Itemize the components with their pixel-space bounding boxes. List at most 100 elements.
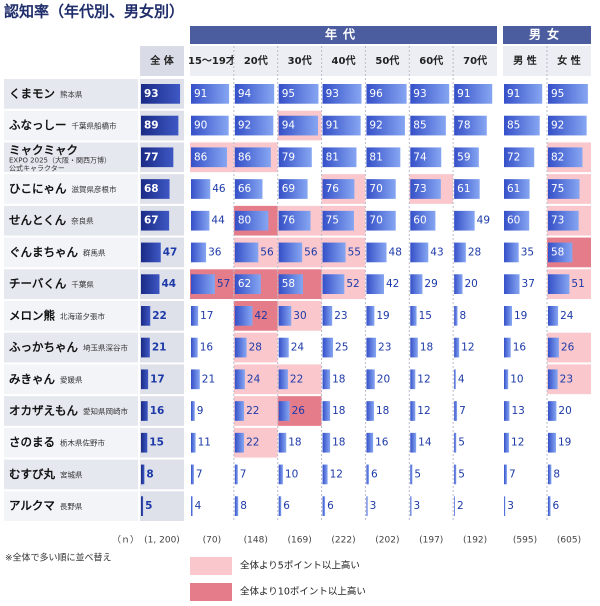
value-label: 58 xyxy=(282,278,295,290)
cell-bg xyxy=(233,459,278,490)
row-sub: 千葉県船橋市 xyxy=(72,121,117,131)
value-label: 16 xyxy=(200,342,214,354)
value-label: 85 xyxy=(507,120,520,132)
bar xyxy=(191,242,207,263)
row-name: みきゃん xyxy=(9,372,55,386)
value-label: 16 xyxy=(513,342,527,354)
bar xyxy=(454,242,466,263)
bar xyxy=(322,337,334,358)
n-value: (197) xyxy=(419,536,443,546)
row-name: ふっかちゃん xyxy=(9,340,78,354)
bar xyxy=(191,496,193,516)
row-name-bg xyxy=(4,396,138,426)
cell-bg xyxy=(409,459,454,490)
row-name: ぐんまちゃん xyxy=(9,245,78,259)
value-label: 37 xyxy=(522,278,535,290)
bar xyxy=(454,464,457,485)
bar xyxy=(141,432,148,453)
value-label: 20 xyxy=(558,405,571,417)
row-sub: 栃木県佐野市 xyxy=(60,438,105,448)
bar xyxy=(504,115,540,136)
value-label: 15 xyxy=(419,310,432,322)
value-label: 56 xyxy=(260,246,274,258)
value-label: 60 xyxy=(413,215,426,227)
value-label: 20 xyxy=(377,373,390,385)
value-label: 6 xyxy=(553,500,560,512)
cell-bg xyxy=(453,301,497,331)
bar xyxy=(454,274,463,294)
cell-bg xyxy=(547,491,591,521)
bar xyxy=(548,210,579,231)
value-label: 60 xyxy=(507,215,520,227)
bar xyxy=(410,337,418,358)
value-label: 43 xyxy=(430,246,443,258)
bar xyxy=(366,369,375,390)
bar xyxy=(504,432,510,453)
row-name-bg xyxy=(4,459,138,490)
row-name-bg xyxy=(4,491,138,521)
value-label: 94 xyxy=(282,120,296,132)
value-label: 79 xyxy=(282,151,295,163)
value-label: 7 xyxy=(459,405,466,417)
legend-swatch xyxy=(190,583,232,601)
value-label: 18 xyxy=(288,437,301,449)
bar xyxy=(548,369,558,390)
bar xyxy=(141,337,150,358)
bar xyxy=(410,274,423,294)
value-label: 19 xyxy=(558,437,571,449)
bar xyxy=(191,369,200,390)
value-label: 12 xyxy=(461,342,474,354)
value-label: 85 xyxy=(413,120,426,132)
value-label: 28 xyxy=(249,342,262,354)
bar xyxy=(322,179,355,199)
value-label: 76 xyxy=(326,183,340,195)
bar xyxy=(454,306,458,326)
value-label: 22 xyxy=(246,405,259,417)
bar xyxy=(410,210,436,231)
value-label: 96 xyxy=(369,88,383,100)
column-header: 男 性 xyxy=(513,54,536,67)
value-label: 46 xyxy=(212,183,226,195)
bar xyxy=(141,464,145,485)
value-label: 76 xyxy=(282,215,296,227)
bar xyxy=(504,84,543,104)
row-sub: EXPO 2025（大阪・関西万博） xyxy=(9,155,111,164)
value-label: 12 xyxy=(511,437,524,449)
cell-bg xyxy=(503,491,547,521)
bar xyxy=(410,147,442,168)
value-label: 91 xyxy=(326,120,339,132)
bar xyxy=(454,401,458,421)
value-label: 16 xyxy=(150,405,165,417)
bar xyxy=(410,464,413,485)
bar xyxy=(234,496,239,516)
cell-bg xyxy=(453,396,497,426)
column-header: 40代 xyxy=(332,54,356,67)
bar xyxy=(504,337,511,358)
bar xyxy=(191,147,227,168)
row-name: せんとくん xyxy=(9,213,67,227)
row-sub: 宮城県 xyxy=(60,469,83,479)
row-name-bg xyxy=(4,79,138,109)
bar xyxy=(322,432,331,453)
n-value: (222) xyxy=(331,536,355,546)
value-label: 66 xyxy=(238,183,252,195)
bar xyxy=(234,337,247,358)
row-name: オカザえもん xyxy=(9,404,78,418)
bar xyxy=(191,337,198,358)
value-label: 90 xyxy=(194,120,207,132)
value-label: 26 xyxy=(561,342,575,354)
row-sub: 群馬県 xyxy=(83,247,106,257)
bar xyxy=(454,369,456,390)
value-label: 8 xyxy=(459,310,466,322)
bar xyxy=(410,115,446,136)
n-value: (202) xyxy=(375,536,399,546)
value-label: 17 xyxy=(200,310,213,322)
row-sub: 北海道夕張市 xyxy=(60,311,105,321)
value-label: 61 xyxy=(457,183,470,195)
value-label: 18 xyxy=(332,405,345,417)
bar xyxy=(234,115,274,136)
value-label: 3 xyxy=(370,500,377,512)
bar xyxy=(548,115,587,136)
cell-bg xyxy=(190,427,234,458)
